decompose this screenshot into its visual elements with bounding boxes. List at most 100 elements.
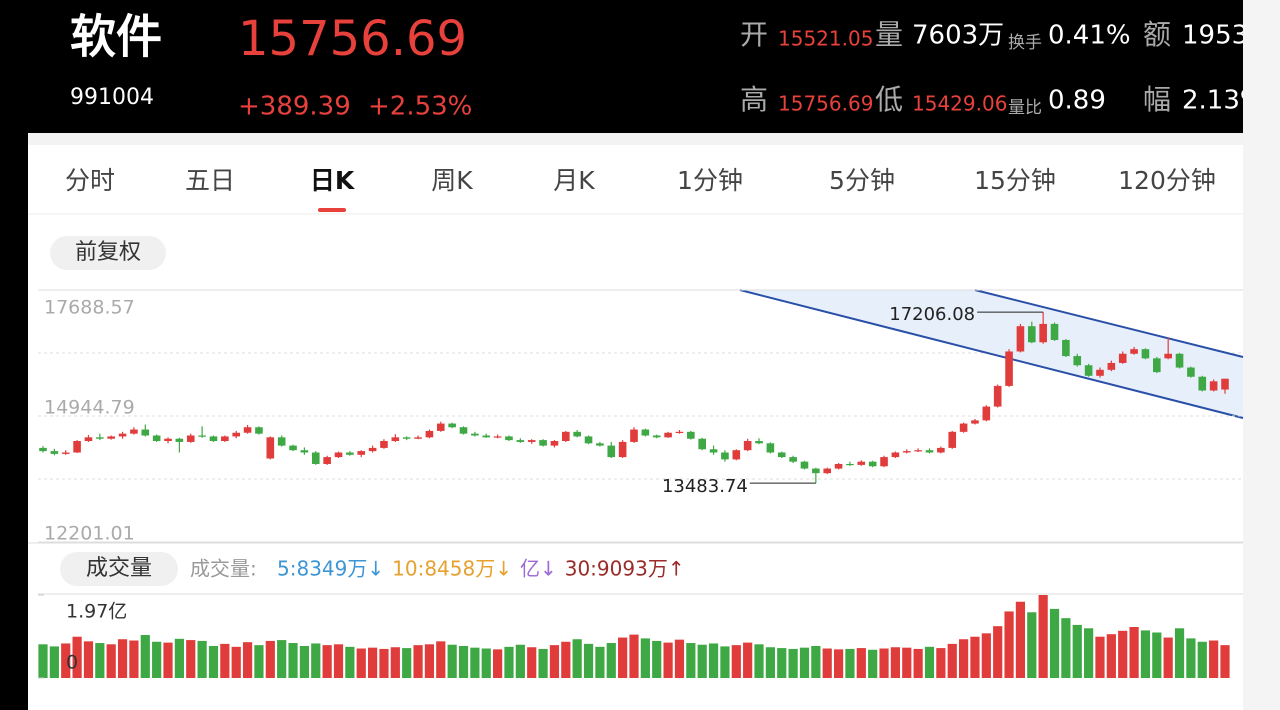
- volume-bar: [652, 640, 662, 678]
- stat-value: 15521.05: [778, 27, 873, 51]
- candle-body: [550, 441, 559, 446]
- volume-bar: [322, 645, 332, 678]
- tab[interactable]: 五日: [185, 166, 235, 195]
- channel-line: [974, 289, 1244, 358]
- candle-body: [266, 437, 275, 459]
- stat-label: 量: [875, 18, 903, 51]
- volume-button[interactable]: [60, 552, 178, 586]
- volume-bar: [72, 636, 82, 678]
- volume-bar: [936, 648, 946, 678]
- candle-body: [721, 452, 729, 460]
- candle-body: [84, 437, 93, 442]
- candle-body: [1164, 353, 1172, 359]
- candle-body: [652, 435, 661, 438]
- volume-bar: [549, 645, 560, 678]
- candle-body: [1198, 376, 1207, 391]
- tab[interactable]: 分时: [65, 166, 115, 195]
- volume-bar: [811, 645, 821, 678]
- candle-body: [243, 427, 252, 433]
- candle-body: [618, 441, 627, 458]
- adjust-label[interactable]: 前复权: [75, 240, 141, 265]
- volume-bar: [379, 648, 389, 678]
- candle-body: [164, 438, 172, 442]
- volume-tick-label: 0: [66, 652, 78, 674]
- volume-bar: [833, 649, 844, 678]
- candle-body: [73, 441, 81, 453]
- volume-bar: [38, 644, 48, 678]
- candle-body: [198, 435, 206, 437]
- candle-body: [459, 427, 468, 434]
- volume-bar: [254, 645, 264, 678]
- candle-body: [743, 441, 752, 451]
- stat-label: 幅: [1143, 83, 1171, 116]
- tab[interactable]: 日K: [310, 166, 356, 195]
- volume-bar: [720, 646, 730, 678]
- tab[interactable]: 120分钟: [1118, 166, 1216, 195]
- candle-body: [1141, 349, 1150, 359]
- candle-body: [880, 457, 888, 467]
- stat-label: 开: [740, 18, 768, 51]
- volume-bar: [1118, 630, 1128, 678]
- volume-bar: [743, 642, 753, 678]
- volume-bar: [1095, 636, 1105, 678]
- candle-body: [971, 420, 979, 424]
- candle-body: [1027, 326, 1036, 343]
- low-annotation: 13483.74: [662, 476, 748, 497]
- volume-bar: [197, 640, 207, 678]
- high-annotation: 17206.08: [889, 304, 975, 325]
- candle-body: [414, 437, 422, 439]
- volume-bar: [129, 640, 139, 678]
- candle-body: [471, 433, 479, 436]
- change: +389.39: [238, 92, 351, 122]
- candle-body: [505, 436, 513, 441]
- volume-legend-item: 5:8349万↓: [277, 557, 384, 581]
- candle-body: [516, 440, 525, 442]
- volume-button-label[interactable]: 成交量: [86, 556, 152, 581]
- candle-body: [130, 429, 138, 434]
- volume-bar: [1174, 628, 1185, 678]
- y-tick-label: 17688.57: [44, 297, 135, 319]
- volume-bar: [265, 640, 275, 678]
- candle-body: [664, 432, 672, 438]
- candle-body: [937, 447, 945, 453]
- stat-value: 0.89: [1048, 86, 1106, 116]
- volume-bar: [493, 649, 503, 678]
- volume-bar: [208, 645, 219, 678]
- volume-bar: [913, 648, 923, 678]
- volume-bar: [561, 641, 571, 678]
- candle-body: [436, 423, 445, 431]
- tab[interactable]: 周K: [431, 166, 473, 195]
- volume-bar: [174, 638, 184, 678]
- candle-body: [584, 436, 593, 444]
- candle-body: [755, 441, 763, 444]
- tab[interactable]: 15分钟: [974, 166, 1056, 195]
- volume-bar: [958, 639, 969, 678]
- candle-body: [152, 435, 161, 442]
- volume-bar: [61, 643, 71, 678]
- y-tick-label: 12201.01: [44, 523, 135, 545]
- tab[interactable]: 5分钟: [829, 166, 895, 195]
- stat-label: 额: [1143, 18, 1171, 51]
- volume-bar: [356, 648, 366, 678]
- candle-body: [812, 468, 820, 474]
- volume-bar: [1197, 641, 1207, 678]
- volume-bar: [299, 645, 310, 678]
- candle-body: [857, 461, 866, 465]
- candle-body: [539, 440, 547, 446]
- volume-bar: [606, 643, 616, 678]
- volume-bar: [1106, 634, 1116, 678]
- candle-body: [1153, 358, 1161, 373]
- tab[interactable]: 月K: [553, 166, 595, 195]
- volume-bar: [242, 642, 253, 678]
- volume-bar: [402, 648, 412, 678]
- volume-bar: [117, 639, 128, 678]
- content-bg: [28, 133, 1243, 710]
- candle-body: [1118, 353, 1127, 363]
- volume-bar: [95, 643, 105, 678]
- volume-bar: [1072, 624, 1082, 678]
- adjust-button[interactable]: [50, 236, 166, 270]
- candle-body: [1039, 323, 1047, 343]
- candle-body: [948, 431, 957, 448]
- tab[interactable]: 1分钟: [677, 166, 743, 195]
